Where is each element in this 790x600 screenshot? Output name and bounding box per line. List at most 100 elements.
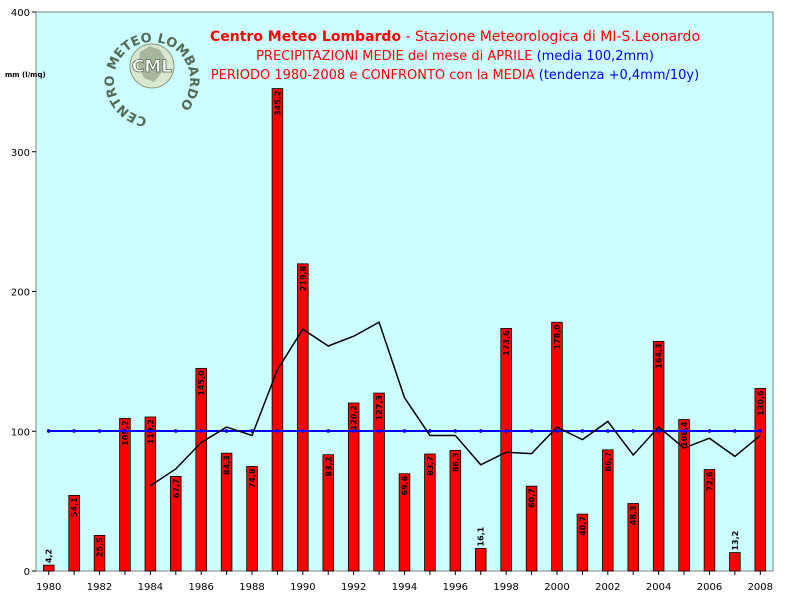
x-tick-label: 1996 bbox=[443, 582, 468, 593]
mean-point bbox=[72, 429, 76, 433]
bar-1991 bbox=[322, 454, 334, 572]
bar-2003 bbox=[627, 503, 639, 572]
bar-2004 bbox=[652, 340, 665, 572]
bar-label-1982: 25,5 bbox=[96, 537, 105, 557]
bar-2000 bbox=[551, 321, 563, 572]
chart-subtitle-2: PERIODO 1980-2008 e CONFRONTO con la MED… bbox=[211, 68, 699, 83]
bar-1999 bbox=[525, 485, 538, 572]
bar-label-1998: 173,6 bbox=[502, 330, 511, 356]
mean-point bbox=[733, 429, 737, 433]
bar-label-1999: 60,7 bbox=[528, 488, 537, 508]
bar-1983 bbox=[119, 417, 131, 572]
bar-label-2005: 108,4 bbox=[680, 421, 689, 447]
bar-label-2001: 40,7 bbox=[578, 516, 587, 536]
bar-1981 bbox=[68, 494, 80, 572]
bar-1996 bbox=[449, 449, 462, 572]
bar-1993 bbox=[373, 392, 385, 572]
y-tick-label: 300 bbox=[11, 148, 30, 159]
x-tick-label: 1982 bbox=[87, 582, 112, 593]
bar-1980 bbox=[42, 564, 55, 572]
mean-point bbox=[199, 429, 203, 433]
chart-title: Centro Meteo Lombardo - Stazione Meteoro… bbox=[210, 29, 700, 45]
y-axis-label: mm (l/mq) bbox=[5, 71, 46, 79]
title-part-0: Centro Meteo Lombardo bbox=[210, 29, 401, 45]
moving-average-line bbox=[149, 321, 761, 487]
mean-point bbox=[224, 429, 229, 433]
x-tick-label: 1998 bbox=[493, 582, 518, 593]
x-tick-label: 2006 bbox=[697, 582, 722, 593]
bar-1992 bbox=[347, 402, 360, 572]
bar-label-1987: 84,3 bbox=[223, 455, 232, 475]
subtitle1-part-1: (media 100,2mm) bbox=[537, 49, 654, 64]
bar-2002 bbox=[602, 449, 614, 572]
subtitle2-part-1: (tendenza +0,4mm/10y) bbox=[539, 68, 699, 83]
x-tick-label: 1984 bbox=[138, 582, 163, 593]
x-tick-label: 2004 bbox=[646, 582, 671, 593]
bar-2006 bbox=[703, 469, 716, 572]
mean-point bbox=[606, 429, 610, 433]
mean-point bbox=[402, 429, 407, 433]
bar-label-1997: 16,1 bbox=[477, 526, 486, 546]
bar-label-2002: 86,7 bbox=[604, 452, 613, 472]
mean-point bbox=[682, 429, 686, 433]
bar-label-1986: 145,0 bbox=[197, 370, 206, 396]
mean-point bbox=[123, 429, 127, 433]
bar-label-2008: 130,6 bbox=[756, 390, 765, 416]
bar-1989 bbox=[271, 88, 284, 572]
mean-point bbox=[504, 429, 508, 433]
title-part-1: - Stazione Meteorologica di MI-S.Leonard… bbox=[401, 29, 700, 45]
bar-2005 bbox=[678, 419, 690, 572]
mean-point bbox=[351, 429, 356, 433]
x-tick-label: 1988 bbox=[239, 582, 264, 593]
bar-label-1995: 83,7 bbox=[426, 456, 435, 476]
mean-point bbox=[148, 429, 153, 433]
mean-point bbox=[97, 429, 102, 433]
bar-label-2006: 72,6 bbox=[705, 471, 714, 491]
bar-1997 bbox=[475, 548, 487, 572]
bar-label-1991: 83,2 bbox=[324, 457, 333, 477]
bar-label-1993: 127,3 bbox=[375, 395, 384, 420]
mean-point bbox=[46, 429, 51, 433]
mean-point bbox=[529, 429, 534, 433]
bar-1987 bbox=[220, 452, 233, 572]
mean-point bbox=[758, 429, 763, 433]
bar-label-1983: 109,2 bbox=[121, 420, 130, 445]
x-tick-label: 1990 bbox=[290, 582, 315, 593]
mean-point bbox=[326, 429, 331, 433]
mean-point bbox=[555, 429, 559, 433]
bar-1985 bbox=[170, 475, 182, 572]
x-tick-label: 1980 bbox=[36, 582, 61, 593]
mean-point bbox=[173, 429, 178, 433]
bar-label-1994: 69,6 bbox=[401, 475, 410, 495]
mean-point bbox=[707, 429, 712, 433]
x-tick-label: 2008 bbox=[748, 582, 773, 593]
bar-1986 bbox=[195, 367, 207, 572]
bar-label-1980: 4,2 bbox=[45, 549, 54, 563]
y-tick-label: 200 bbox=[11, 288, 30, 299]
mean-point bbox=[453, 429, 458, 433]
bar-1998 bbox=[500, 327, 512, 572]
mean-point bbox=[478, 429, 483, 433]
x-tick-label: 2002 bbox=[595, 582, 620, 593]
cml-logo: CENTRO METEO LOMBARDO CML bbox=[103, 31, 201, 129]
bar-label-1988: 74,8 bbox=[248, 468, 257, 488]
bar-2008 bbox=[754, 388, 767, 572]
bar-label-2007: 13,2 bbox=[731, 531, 740, 551]
x-tick-label: 1994 bbox=[392, 582, 417, 593]
bar-1982 bbox=[93, 534, 106, 572]
chart-subtitle-1: PRECIPITAZIONI MEDIE del mese di APRILE … bbox=[256, 49, 654, 64]
mean-point bbox=[275, 429, 280, 433]
subtitle2-part-0: PERIODO 1980-2008 e CONFRONTO con la MED… bbox=[211, 68, 539, 83]
bar-label-1981: 54,1 bbox=[70, 497, 79, 517]
x-tick-label: 2000 bbox=[544, 582, 569, 593]
mean-point bbox=[428, 429, 432, 433]
mean-point bbox=[377, 429, 381, 433]
bar-label-1990: 219,8 bbox=[299, 265, 308, 291]
bar-2007 bbox=[729, 552, 741, 572]
x-tick-label: 1992 bbox=[341, 582, 366, 593]
bar-1988 bbox=[246, 466, 258, 572]
bar-1990 bbox=[297, 263, 309, 572]
bar-1994 bbox=[398, 473, 411, 572]
bar-label-1992: 120,2 bbox=[350, 405, 359, 430]
